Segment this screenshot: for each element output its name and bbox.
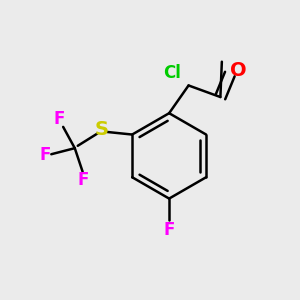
Text: O: O: [230, 61, 247, 80]
Text: Cl: Cl: [164, 64, 181, 82]
Text: F: F: [54, 110, 65, 128]
Text: F: F: [164, 221, 175, 239]
Text: F: F: [40, 146, 51, 164]
Text: F: F: [78, 171, 89, 189]
Text: S: S: [94, 120, 108, 139]
